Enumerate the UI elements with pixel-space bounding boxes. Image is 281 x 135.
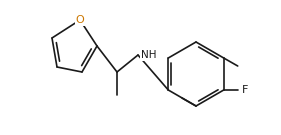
Text: O: O <box>76 15 84 25</box>
Text: F: F <box>242 85 248 95</box>
Text: NH: NH <box>141 50 157 60</box>
